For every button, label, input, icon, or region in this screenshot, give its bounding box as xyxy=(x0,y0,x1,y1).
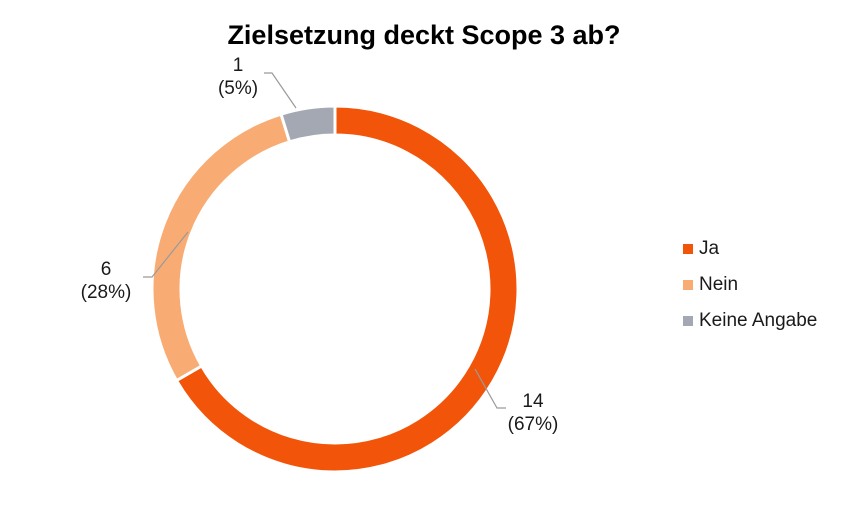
legend: Ja Nein Keine Angabe xyxy=(683,238,817,331)
legend-swatch-0 xyxy=(683,244,693,254)
data-label-percent: (28%) xyxy=(81,282,132,303)
data-label-1: 6 (28%) xyxy=(81,259,132,303)
legend-label-2: Keine Angabe xyxy=(699,310,817,331)
data-label-percent: (5%) xyxy=(218,78,258,99)
leader-lines xyxy=(143,72,506,409)
slice-nein xyxy=(150,112,292,383)
data-label-value: 1 xyxy=(233,55,244,76)
leader-line-2 xyxy=(264,72,297,109)
legend-swatch-2 xyxy=(683,316,693,326)
leader-line-1 xyxy=(143,231,189,278)
legend-label-0: Ja xyxy=(699,238,720,259)
data-label-value: 14 xyxy=(522,391,544,412)
slice-ja xyxy=(174,104,520,474)
slice-keine-angabe xyxy=(279,104,337,144)
data-label-2: 1 (5%) xyxy=(218,55,258,99)
data-label-0: 14 (67%) xyxy=(508,391,559,435)
data-labels: 14 (67%) 6 (28%) 1 (5%) xyxy=(81,55,559,435)
legend-swatch-1 xyxy=(683,280,693,290)
slices-group xyxy=(150,104,520,474)
leader-line-0 xyxy=(474,368,506,409)
data-label-percent: (67%) xyxy=(508,414,559,435)
legend-label-1: Nein xyxy=(699,274,738,295)
chart-title: Zielsetzung deckt Scope 3 ab? xyxy=(227,20,620,50)
data-label-value: 6 xyxy=(101,259,112,280)
